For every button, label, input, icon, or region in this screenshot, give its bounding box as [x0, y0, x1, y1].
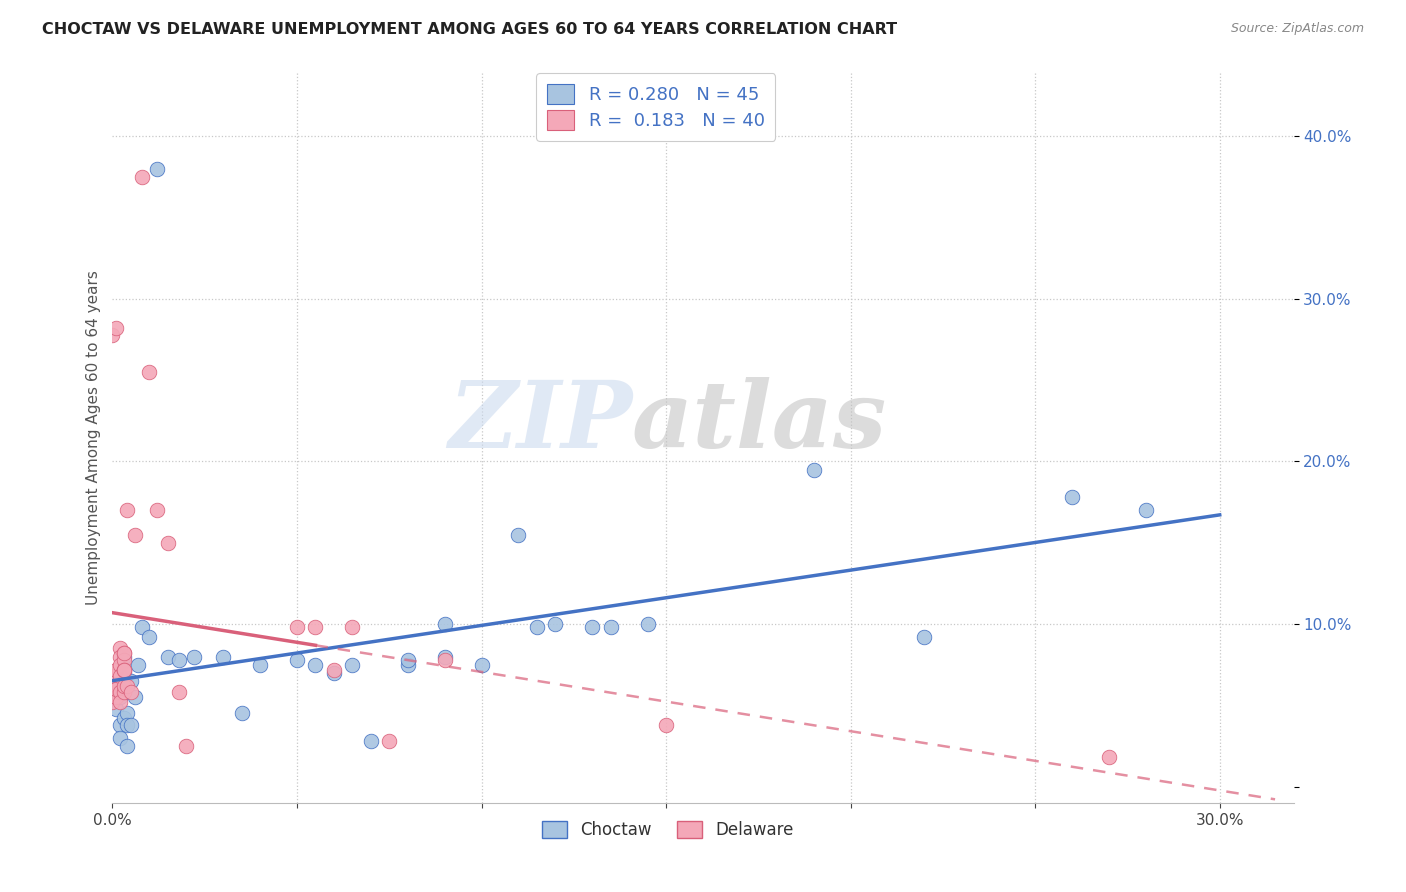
Point — [108, 731, 131, 745]
Point — [599, 620, 621, 634]
Point — [127, 657, 149, 672]
Point — [1135, 503, 1157, 517]
Point — [108, 641, 131, 656]
Point — [433, 617, 456, 632]
Point — [183, 649, 205, 664]
Point — [105, 701, 128, 715]
Point — [323, 665, 346, 680]
Point — [108, 657, 131, 672]
Text: atlas: atlas — [633, 377, 887, 467]
Point — [112, 646, 135, 660]
Point — [433, 649, 456, 664]
Point — [108, 649, 131, 664]
Point — [637, 617, 659, 632]
Point — [105, 681, 128, 696]
Point — [112, 663, 135, 677]
Point — [508, 527, 530, 541]
Point — [146, 503, 169, 517]
Point — [914, 630, 936, 644]
Point — [101, 669, 124, 683]
Point — [101, 695, 124, 709]
Point — [167, 685, 190, 699]
Point — [167, 653, 190, 667]
Point — [108, 685, 131, 699]
Point — [112, 653, 135, 667]
Text: ZIP: ZIP — [449, 377, 633, 467]
Point — [581, 620, 603, 634]
Point — [655, 718, 678, 732]
Point — [471, 657, 494, 672]
Point — [124, 527, 146, 541]
Text: CHOCTAW VS DELAWARE UNEMPLOYMENT AMONG AGES 60 TO 64 YEARS CORRELATION CHART: CHOCTAW VS DELAWARE UNEMPLOYMENT AMONG A… — [42, 22, 897, 37]
Point — [285, 653, 308, 667]
Point — [117, 706, 138, 721]
Point — [174, 739, 197, 753]
Point — [105, 321, 128, 335]
Point — [803, 462, 825, 476]
Point — [112, 665, 135, 680]
Point — [433, 653, 456, 667]
Point — [131, 169, 153, 184]
Point — [146, 161, 169, 176]
Point — [396, 657, 419, 672]
Point — [1098, 750, 1121, 764]
Point — [120, 685, 142, 699]
Point — [112, 685, 135, 699]
Point — [156, 535, 179, 549]
Point — [108, 718, 131, 732]
Point — [156, 649, 179, 664]
Point — [285, 620, 308, 634]
Point — [112, 685, 135, 699]
Point — [304, 657, 326, 672]
Point — [342, 620, 364, 634]
Point — [108, 695, 131, 709]
Point — [105, 685, 128, 699]
Point — [105, 690, 128, 705]
Point — [304, 620, 326, 634]
Point — [249, 657, 271, 672]
Point — [360, 734, 382, 748]
Point — [105, 663, 128, 677]
Point — [112, 663, 135, 677]
Point — [117, 739, 138, 753]
Point — [117, 679, 138, 693]
Point — [131, 620, 153, 634]
Point — [396, 653, 419, 667]
Point — [231, 706, 253, 721]
Point — [138, 630, 160, 644]
Point — [108, 690, 131, 705]
Point — [138, 365, 160, 379]
Point — [378, 734, 401, 748]
Point — [1062, 490, 1084, 504]
Point — [124, 690, 146, 705]
Point — [112, 649, 135, 664]
Point — [323, 663, 346, 677]
Text: Source: ZipAtlas.com: Source: ZipAtlas.com — [1230, 22, 1364, 36]
Point — [101, 327, 124, 342]
Y-axis label: Unemployment Among Ages 60 to 64 years: Unemployment Among Ages 60 to 64 years — [86, 269, 101, 605]
Point — [120, 718, 142, 732]
Point — [105, 681, 128, 696]
Point — [120, 673, 142, 688]
Point — [117, 503, 138, 517]
Point — [342, 657, 364, 672]
Point — [112, 663, 135, 677]
Point — [544, 617, 567, 632]
Point — [112, 711, 135, 725]
Point — [108, 669, 131, 683]
Point — [212, 649, 235, 664]
Point — [526, 620, 548, 634]
Point — [117, 718, 138, 732]
Legend: Choctaw, Delaware: Choctaw, Delaware — [536, 814, 800, 846]
Point — [112, 646, 135, 660]
Point — [112, 679, 135, 693]
